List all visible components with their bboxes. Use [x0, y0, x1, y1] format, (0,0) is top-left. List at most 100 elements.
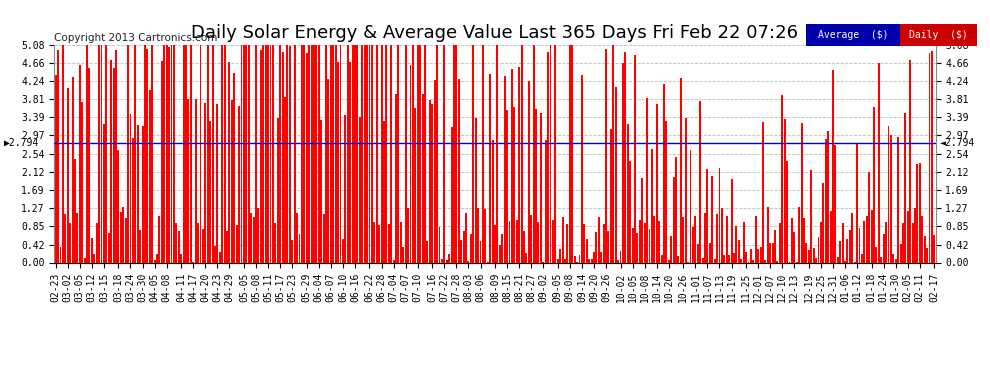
Bar [511, 69, 513, 262]
Bar [625, 52, 627, 262]
Bar [120, 211, 122, 262]
Bar [239, 106, 241, 262]
Bar [630, 161, 632, 262]
Bar [784, 118, 786, 262]
Bar [523, 231, 525, 262]
Bar [757, 249, 759, 262]
Bar [170, 45, 172, 262]
Bar [320, 120, 322, 262]
Bar [318, 45, 320, 262]
Bar [690, 150, 691, 262]
Bar [156, 254, 158, 262]
Bar [842, 223, 843, 262]
Bar [721, 209, 723, 262]
Bar [726, 216, 728, 262]
Bar [736, 226, 738, 262]
Bar [323, 214, 325, 262]
Bar [113, 68, 115, 262]
Bar [749, 249, 751, 262]
Bar [663, 84, 665, 262]
Bar [931, 51, 933, 262]
Bar [660, 255, 662, 262]
Bar [338, 62, 339, 262]
Bar [719, 168, 721, 262]
Bar [509, 221, 511, 262]
Bar [410, 65, 412, 262]
Bar [880, 256, 882, 262]
Bar [328, 79, 330, 262]
Bar [311, 45, 313, 262]
Bar [316, 45, 318, 262]
Bar [441, 259, 443, 262]
Bar [361, 45, 363, 262]
Bar [670, 236, 672, 262]
Bar [786, 161, 788, 262]
Bar [642, 178, 644, 262]
Bar [130, 114, 132, 262]
Bar [922, 216, 924, 262]
Bar [345, 115, 346, 262]
Bar [637, 233, 639, 262]
Text: Daily  ($): Daily ($) [909, 30, 968, 40]
Bar [185, 45, 187, 262]
Bar [231, 100, 233, 262]
Bar [110, 60, 112, 262]
Bar [363, 45, 365, 262]
Title: Daily Solar Energy & Average Value Last 365 Days Fri Feb 22 07:26: Daily Solar Energy & Average Value Last … [191, 24, 799, 42]
Bar [828, 131, 829, 262]
Bar [470, 234, 472, 262]
Bar [226, 231, 228, 262]
Bar [306, 53, 308, 262]
Bar [294, 45, 296, 262]
Bar [140, 230, 142, 262]
Bar [407, 208, 409, 262]
Bar [658, 221, 660, 262]
Bar [255, 45, 257, 262]
Bar [477, 208, 479, 262]
Bar [533, 45, 535, 262]
Bar [175, 223, 177, 262]
Text: ▶2.794: ▶2.794 [4, 138, 40, 148]
Bar [583, 224, 585, 262]
Bar [620, 251, 622, 262]
Bar [754, 216, 756, 262]
Bar [457, 79, 459, 262]
Bar [422, 94, 424, 262]
Bar [564, 259, 566, 262]
Bar [672, 177, 674, 262]
Bar [86, 45, 88, 262]
Bar [98, 45, 100, 262]
Bar [472, 45, 474, 262]
Bar [591, 260, 593, 262]
Bar [707, 168, 709, 262]
Bar [552, 220, 553, 262]
Bar [815, 258, 817, 262]
Bar [791, 218, 793, 262]
Bar [165, 45, 167, 262]
Bar [716, 214, 718, 262]
Bar [395, 94, 397, 262]
Bar [383, 121, 385, 262]
Bar [531, 215, 533, 262]
Bar [900, 244, 902, 262]
Bar [897, 137, 899, 262]
Bar [427, 240, 429, 262]
Bar [883, 234, 885, 262]
Bar [415, 108, 417, 262]
Bar [412, 45, 414, 262]
Bar [566, 224, 568, 262]
Bar [526, 252, 528, 262]
Bar [544, 140, 546, 262]
Bar [88, 68, 90, 262]
Bar [653, 216, 655, 262]
Bar [858, 228, 860, 262]
Bar [465, 213, 467, 262]
Bar [704, 213, 706, 262]
Bar [173, 45, 175, 262]
Bar [504, 76, 506, 262]
Bar [424, 45, 426, 262]
Bar [482, 45, 484, 262]
Bar [144, 45, 146, 262]
Bar [385, 45, 387, 262]
Bar [103, 124, 105, 262]
